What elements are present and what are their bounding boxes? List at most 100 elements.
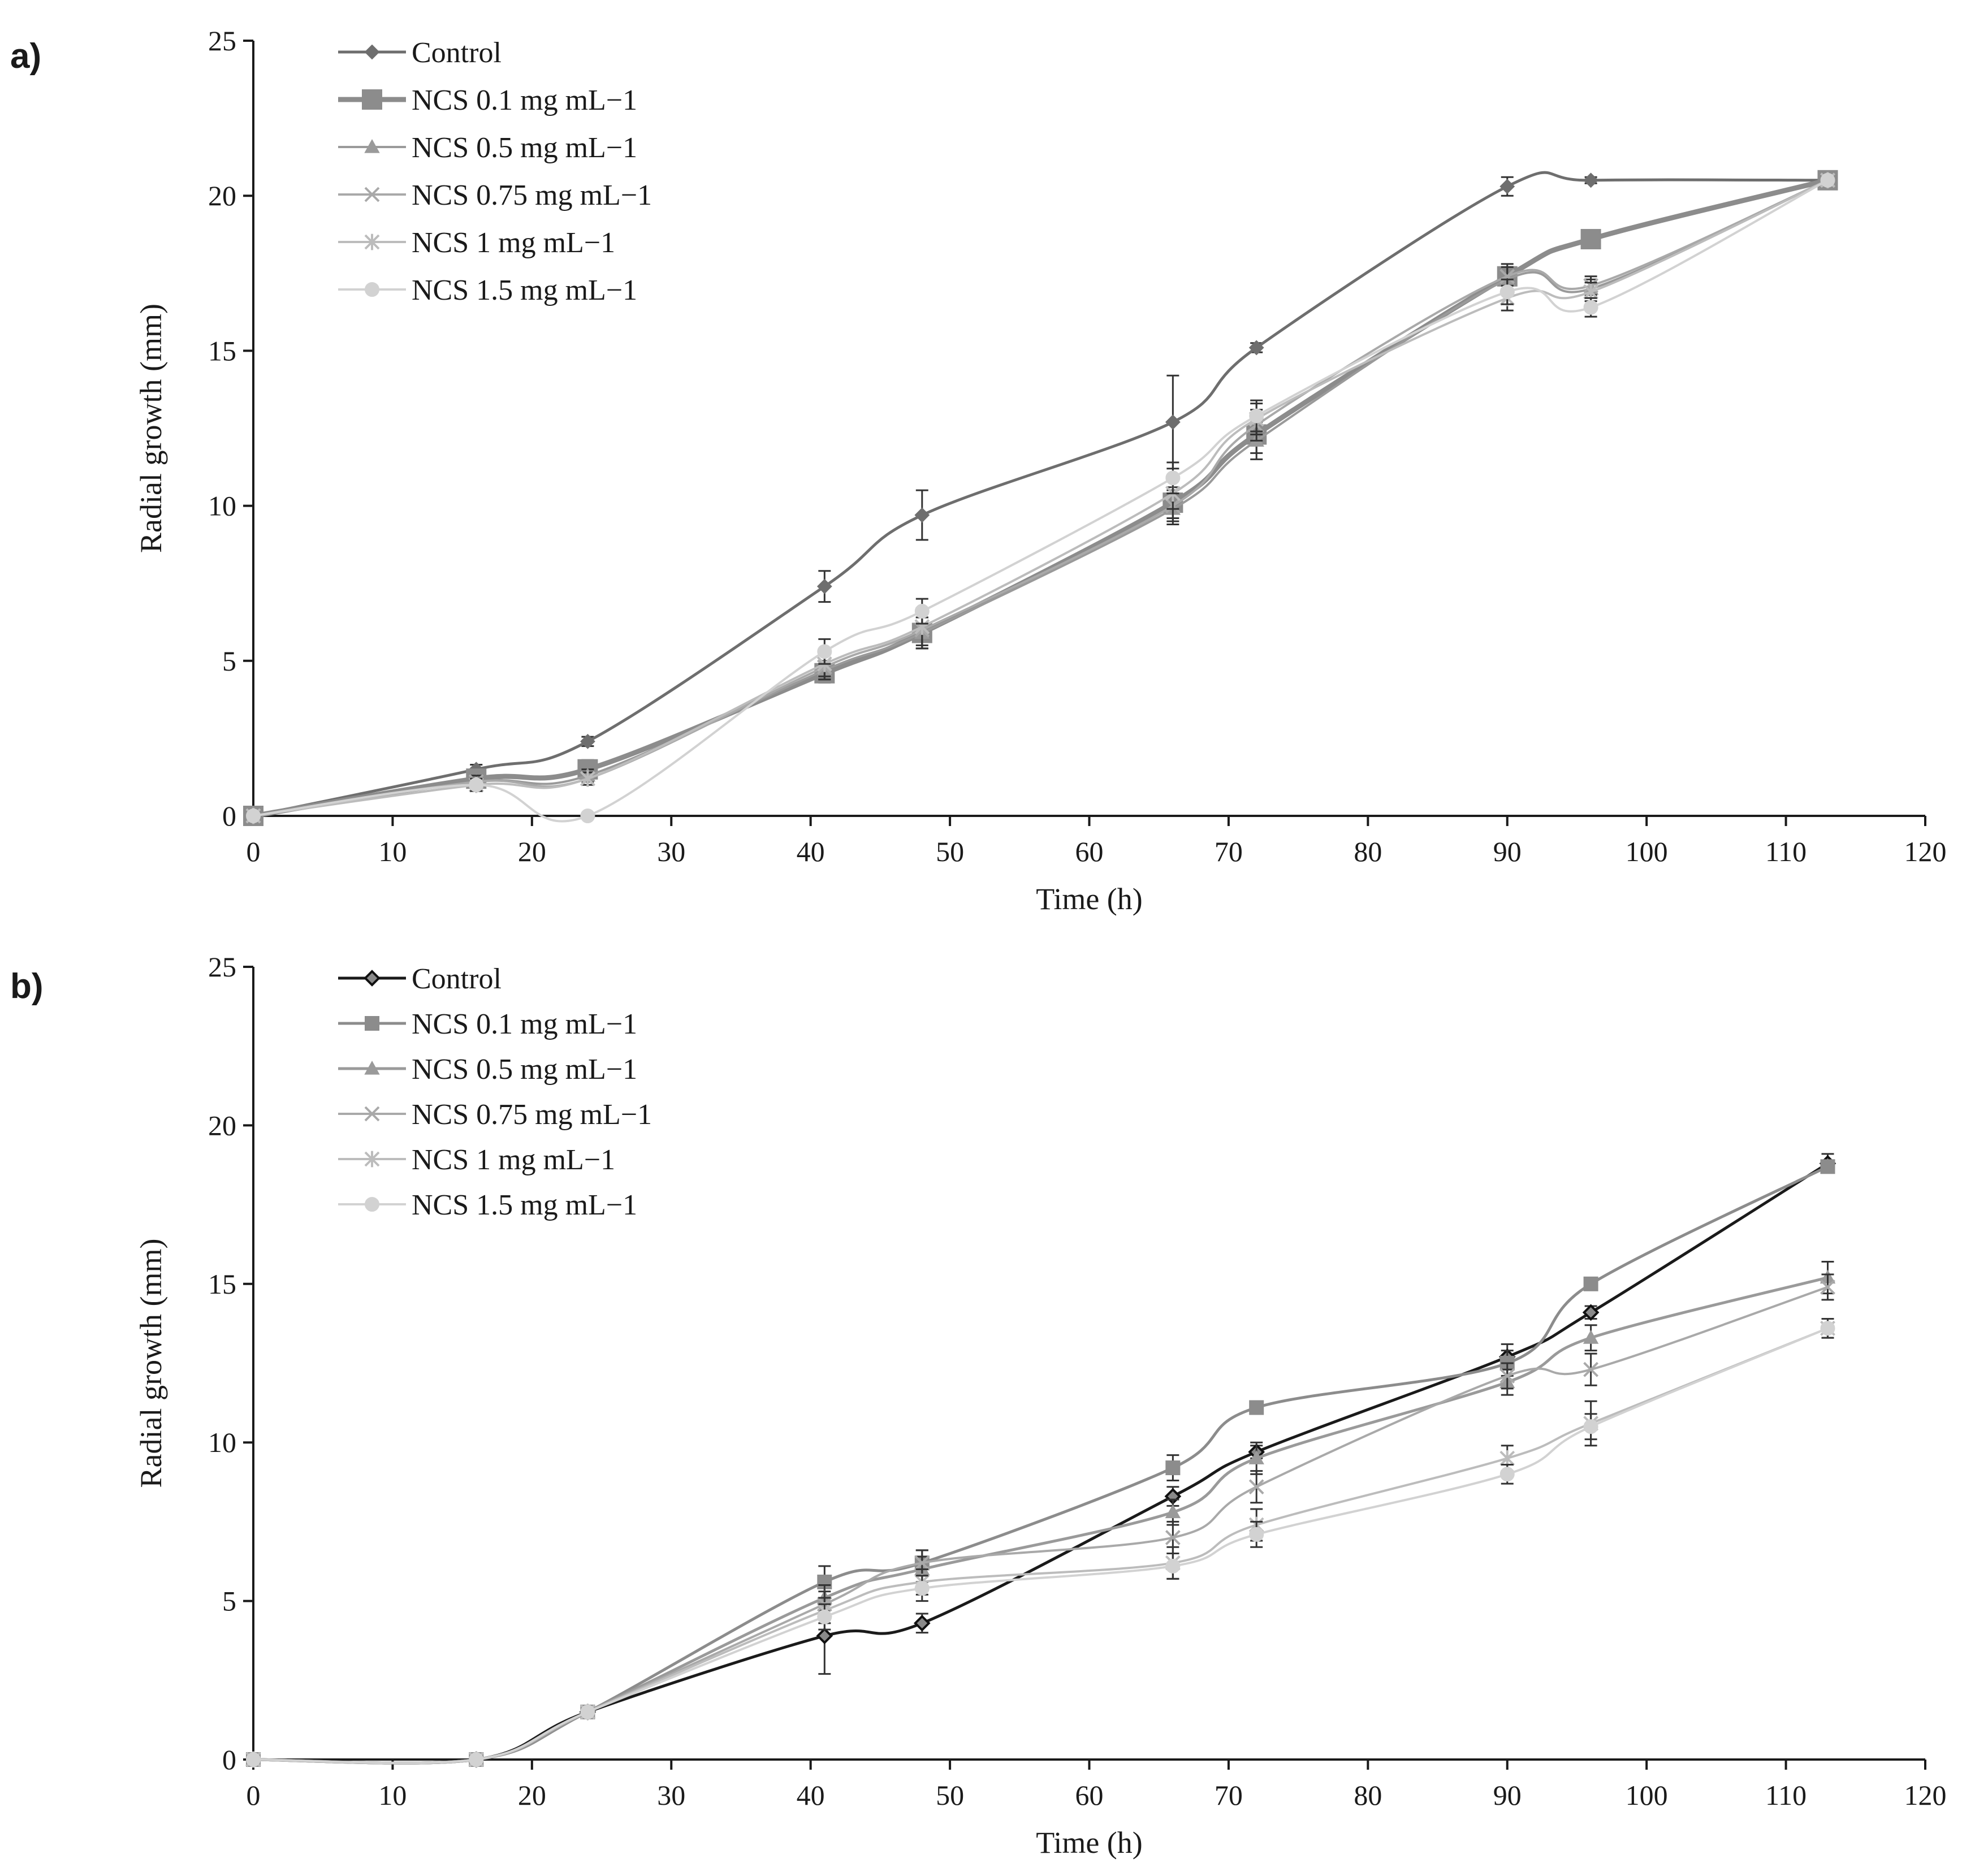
data-point (1249, 1400, 1264, 1415)
legend-label: Control (412, 37, 502, 69)
data-point (914, 1581, 930, 1596)
legend-item: Control (338, 963, 502, 995)
legend-marker (362, 89, 382, 110)
data-point (1165, 1530, 1181, 1545)
data-point (1248, 1450, 1264, 1464)
legend-marker (364, 187, 380, 202)
x-tick-label: 20 (518, 836, 546, 867)
data-point (1583, 1276, 1598, 1291)
series-line (253, 1162, 1829, 1765)
x-tick-label: 10 (378, 836, 407, 867)
legend-label: NCS 0.5 mg mL−1 (412, 132, 637, 164)
legend-item: NCS 0.75 mg mL−1 (338, 179, 652, 211)
data-point (1165, 1558, 1181, 1574)
data-point (816, 1627, 833, 1645)
data-point (914, 1555, 930, 1571)
series-line (253, 179, 1829, 817)
legend-marker (365, 1016, 379, 1031)
legend-label: NCS 0.1 mg mL−1 (412, 1008, 637, 1040)
legend-item: NCS 1 mg mL−1 (338, 1144, 615, 1176)
data-point (1499, 1467, 1515, 1482)
x-tick-label: 20 (518, 1779, 546, 1811)
y-tick-label: 25 (208, 951, 236, 983)
chart-panel-2: b) 0 5 10 15 20 25 0 10 20 30 40 50 60 70 80 90 100 110 120… (10, 951, 1947, 1860)
chart-panel-1: a) 0 5 10 15 20 25 0 10 20 30 40 50 60 70 80 90 100 110 120… (10, 25, 1947, 916)
x-tick-label: 120 (1904, 1779, 1947, 1811)
data-point (817, 1609, 832, 1624)
data-point (1499, 1368, 1515, 1384)
data-point (580, 733, 595, 749)
x-tick-label: 40 (797, 836, 825, 867)
x-tick-label: 50 (936, 836, 964, 867)
data-point (1820, 1159, 1835, 1174)
data-point (1248, 340, 1264, 356)
data-point (1249, 408, 1264, 423)
legend-label: NCS 0.75 mg mL−1 (412, 1099, 652, 1131)
y-tick-label: 20 (208, 1109, 236, 1141)
data-point (1582, 1304, 1600, 1321)
legend-label: NCS 1 mg mL−1 (412, 1144, 615, 1176)
y-tick-label: 20 (208, 180, 236, 211)
x-axis-label: Time (h) (1036, 882, 1143, 916)
legend-label: NCS 1 mg mL−1 (412, 227, 615, 259)
x-tick-label: 90 (1493, 836, 1522, 867)
series-line (253, 1327, 1829, 1765)
legend-marker (364, 1060, 380, 1075)
legend-marker (364, 44, 380, 60)
data-point (1165, 470, 1181, 486)
legend-item: NCS 0.75 mg mL−1 (338, 1099, 652, 1131)
legend-label: NCS 0.5 mg mL−1 (412, 1053, 637, 1086)
x-tick-label: 80 (1354, 836, 1382, 867)
y-tick-label: 15 (208, 1268, 236, 1300)
legend-marker (364, 1151, 380, 1168)
x-tick-label: 60 (1075, 836, 1104, 867)
data-point (1820, 1321, 1835, 1336)
x-tick-label: 0 (247, 836, 261, 867)
data-point (1583, 172, 1599, 188)
legend: Control NCS 0.1 mg mL−1 NCS 0.5 mg mL−1 NCS… (338, 37, 652, 306)
legend-item: NCS 0.1 mg mL−1 (338, 84, 637, 116)
series-6 (246, 172, 1835, 823)
data-point (246, 1752, 261, 1767)
legend-item: NCS 1.5 mg mL−1 (338, 274, 637, 306)
data-point (1499, 269, 1515, 284)
legend-label: NCS 0.1 mg mL−1 (412, 84, 637, 116)
series-line (253, 179, 1829, 817)
data-point (913, 1615, 931, 1632)
x-tick-label: 100 (1626, 1779, 1668, 1811)
data-point (816, 578, 832, 594)
x-tick-label: 0 (247, 1779, 261, 1811)
x-tick-label: 30 (657, 1779, 685, 1811)
data-point (914, 604, 930, 619)
data-point (1248, 1479, 1264, 1495)
series-line (253, 179, 1829, 817)
series-line (253, 179, 1829, 823)
x-tick-label: 110 (1765, 836, 1807, 867)
data-point (1583, 1419, 1598, 1434)
x-tick-label: 90 (1493, 1779, 1522, 1811)
data-point (580, 809, 595, 823)
data-point (914, 507, 930, 523)
x-tick-label: 10 (378, 1779, 407, 1811)
data-point (1583, 300, 1598, 315)
series-line (253, 178, 1829, 819)
data-point (1249, 1527, 1264, 1542)
x-tick-label: 110 (1765, 1779, 1807, 1811)
x-tick-label: 120 (1904, 836, 1947, 867)
y-tick-label: 0 (222, 1744, 236, 1775)
legend-label: NCS 1.5 mg mL−1 (412, 274, 637, 306)
data-point (1499, 284, 1515, 300)
legend-marker (364, 139, 380, 153)
data-point (1499, 179, 1515, 194)
legend-item: NCS 0.1 mg mL−1 (338, 1008, 637, 1040)
y-tick-label: 25 (208, 25, 236, 57)
legend-marker (364, 234, 380, 250)
legend: Control NCS 0.1 mg mL−1 NCS 0.5 mg mL−1 NCS… (338, 963, 652, 1221)
legend-marker (365, 282, 379, 297)
legend-label: NCS 1.5 mg mL−1 (412, 1189, 637, 1221)
y-tick-label: 15 (208, 335, 236, 366)
y-tick-label: 0 (222, 800, 236, 832)
y-tick-label: 5 (222, 1585, 236, 1617)
